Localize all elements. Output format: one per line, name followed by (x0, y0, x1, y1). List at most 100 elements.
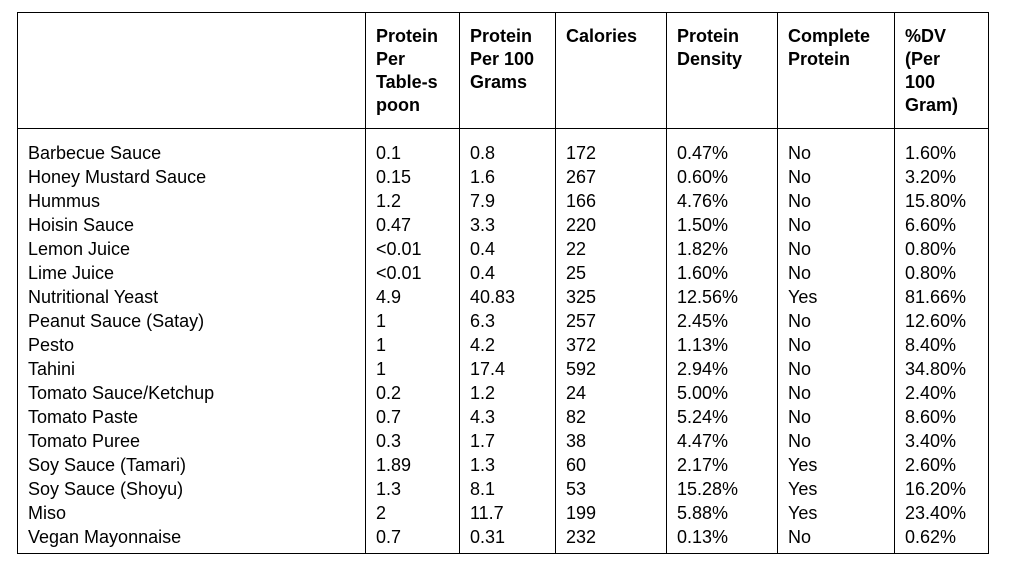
protein-density-cell: 2.17% (666, 453, 778, 477)
calories-cell: 257 (555, 309, 667, 333)
protein-per-100g-cell: 11.7 (459, 501, 556, 525)
complete-protein-cell: No (777, 165, 895, 189)
dv-cell: 2.40% (894, 381, 989, 405)
complete-protein-cell: Yes (777, 285, 895, 309)
calories-cell: 82 (555, 405, 667, 429)
protein-per-100g-cell: 1.2 (459, 381, 556, 405)
complete-protein-cell: No (777, 357, 895, 381)
protein-per-100g-cell: 1.7 (459, 429, 556, 453)
dv-cell: 0.80% (894, 237, 989, 261)
item-name-cell: Soy Sauce (Tamari) (17, 453, 366, 477)
complete-protein-cell: No (777, 189, 895, 213)
header-line: Calories (566, 26, 638, 46)
protein-per-100g-cell: 1.6 (459, 165, 556, 189)
table-row: Tomato Paste 0.7 4.3 82 5.24% No 8.60% (17, 405, 989, 429)
header-dv-per-100g: %DV (Per 100 Gram) (894, 12, 989, 129)
protein-per-100g-cell: 0.31 (459, 525, 556, 554)
item-name-cell: Honey Mustard Sauce (17, 165, 366, 189)
item-name-cell: Peanut Sauce (Satay) (17, 309, 366, 333)
table-row: Soy Sauce (Tamari) 1.89 1.3 60 2.17% Yes 2.60% (17, 453, 989, 477)
table-header: Protein Per Table-s poon Protein Per 100 Grams… (17, 12, 989, 129)
header-line: Protein (470, 26, 533, 46)
protein-per-100g-cell: 8.1 (459, 477, 556, 501)
dv-cell: 23.40% (894, 501, 989, 525)
protein-per-tablespoon-cell: 1.89 (365, 453, 460, 477)
item-name-cell: Lime Juice (17, 261, 366, 285)
complete-protein-cell: No (777, 309, 895, 333)
complete-protein-cell: No (777, 261, 895, 285)
header-line: Density (677, 49, 743, 69)
table-row: Miso 2 11.7 199 5.88% Yes 23.40% (17, 501, 989, 525)
header-row: Protein Per Table-s poon Protein Per 100 Grams… (17, 12, 989, 129)
protein-density-cell: 12.56% (666, 285, 778, 309)
protein-density-cell: 15.28% (666, 477, 778, 501)
item-name-cell: Soy Sauce (Shoyu) (17, 477, 366, 501)
protein-per-100g-cell: 4.3 (459, 405, 556, 429)
calories-cell: 22 (555, 237, 667, 261)
complete-protein-cell: No (777, 128, 895, 165)
header-line: Per 100 (470, 49, 535, 69)
dv-cell: 81.66% (894, 285, 989, 309)
protein-density-cell: 2.94% (666, 357, 778, 381)
dv-cell: 1.60% (894, 128, 989, 165)
protein-density-cell: 5.88% (666, 501, 778, 525)
header-line: Complete (788, 26, 871, 46)
protein-per-100g-cell: 40.83 (459, 285, 556, 309)
dv-cell: 0.62% (894, 525, 989, 554)
protein-per-tablespoon-cell: 1 (365, 357, 460, 381)
item-name-cell: Tomato Sauce/Ketchup (17, 381, 366, 405)
header-line: Table-s (376, 72, 438, 92)
table-row: Vegan Mayonnaise 0.7 0.31 232 0.13% No 0.62% (17, 525, 989, 554)
header-protein-density: Protein Density (666, 12, 778, 129)
header-line: poon (376, 95, 420, 115)
header-line: Per (376, 49, 406, 69)
item-name-cell: Nutritional Yeast (17, 285, 366, 309)
table-row: Peanut Sauce (Satay) 1 6.3 257 2.45% No 12.60% (17, 309, 989, 333)
protein-per-tablespoon-cell: 0.1 (365, 128, 460, 165)
protein-per-tablespoon-cell: 2 (365, 501, 460, 525)
dv-cell: 3.40% (894, 429, 989, 453)
complete-protein-cell: No (777, 405, 895, 429)
protein-density-cell: 1.13% (666, 333, 778, 357)
calories-cell: 60 (555, 453, 667, 477)
calories-cell: 166 (555, 189, 667, 213)
item-name-cell: Tomato Puree (17, 429, 366, 453)
header-line: 100 (905, 72, 936, 92)
dv-cell: 0.80% (894, 261, 989, 285)
complete-protein-cell: No (777, 525, 895, 554)
protein-per-100g-cell: 4.2 (459, 333, 556, 357)
protein-per-100g-cell: 3.3 (459, 213, 556, 237)
protein-per-100g-cell: 17.4 (459, 357, 556, 381)
protein-per-tablespoon-cell: <0.01 (365, 237, 460, 261)
protein-per-tablespoon-cell: 0.47 (365, 213, 460, 237)
item-name-cell: Hummus (17, 189, 366, 213)
table-body: Barbecue Sauce 0.1 0.8 172 0.47% No 1.60% Honey… (17, 128, 989, 554)
protein-per-tablespoon-cell: 1 (365, 333, 460, 357)
protein-density-cell: 0.60% (666, 165, 778, 189)
header-line: Gram) (905, 95, 959, 115)
calories-cell: 53 (555, 477, 667, 501)
protein-per-100g-cell: 0.4 (459, 261, 556, 285)
item-name-cell: Tahini (17, 357, 366, 381)
protein-density-cell: 0.13% (666, 525, 778, 554)
item-name-cell: Hoisin Sauce (17, 213, 366, 237)
calories-cell: 232 (555, 525, 667, 554)
item-name-cell: Miso (17, 501, 366, 525)
dv-cell: 2.60% (894, 453, 989, 477)
header-line: (Per (905, 49, 941, 69)
protein-per-tablespoon-cell: 0.3 (365, 429, 460, 453)
protein-per-tablespoon-cell: 0.2 (365, 381, 460, 405)
table-row: Lime Juice <0.01 0.4 25 1.60% No 0.80% (17, 261, 989, 285)
header-calories: Calories (555, 12, 667, 129)
protein-density-cell: 1.50% (666, 213, 778, 237)
table-row: Soy Sauce (Shoyu) 1.3 8.1 53 15.28% Yes 16.20% (17, 477, 989, 501)
protein-per-tablespoon-cell: 1.3 (365, 477, 460, 501)
protein-per-tablespoon-cell: 4.9 (365, 285, 460, 309)
item-name-cell: Pesto (17, 333, 366, 357)
complete-protein-cell: No (777, 237, 895, 261)
header-item (17, 12, 366, 129)
protein-per-100g-cell: 0.8 (459, 128, 556, 165)
table-row: Lemon Juice <0.01 0.4 22 1.82% No 0.80% (17, 237, 989, 261)
table-row: Tomato Sauce/Ketchup 0.2 1.2 24 5.00% No 2.40% (17, 381, 989, 405)
calories-cell: 592 (555, 357, 667, 381)
